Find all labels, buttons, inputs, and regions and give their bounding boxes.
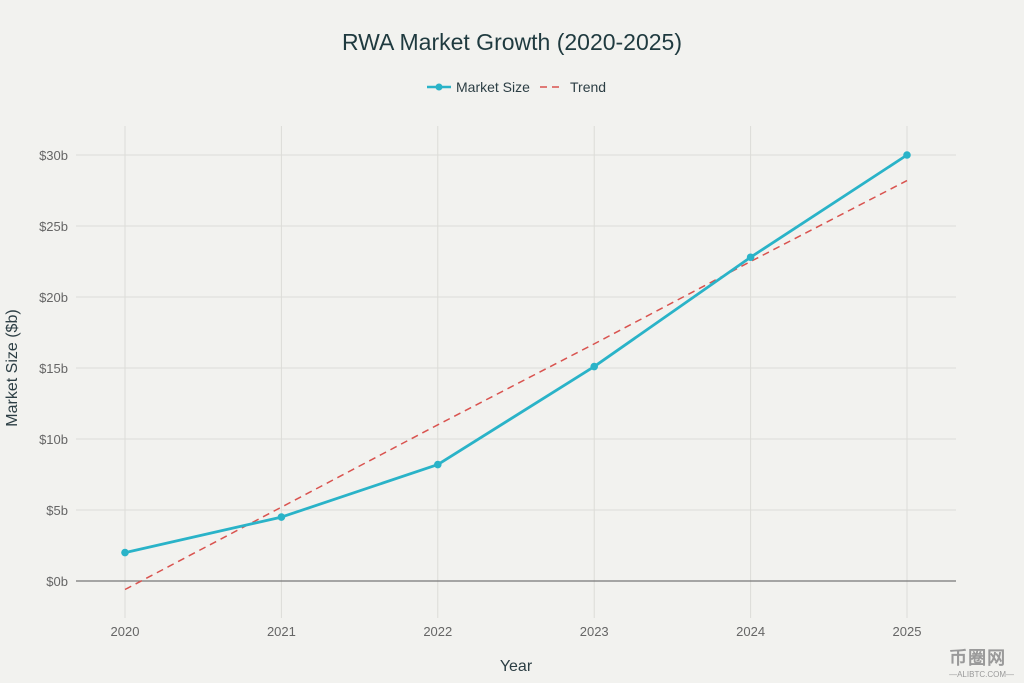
legend-market-size-marker [435, 83, 443, 91]
market-size-point [434, 460, 442, 469]
legend: Market Size Trend [427, 79, 606, 95]
x-axis-label: Year [500, 658, 533, 675]
y-tick-label: $15b [39, 361, 68, 376]
watermark-url: —ALIBTC.COM— [949, 670, 1014, 679]
x-tick-label: 2025 [893, 624, 922, 639]
trend-line [124, 179, 908, 591]
market-size-point [903, 151, 911, 159]
x-tick-label: 2023 [580, 624, 609, 639]
y-axis-label: Market Size ($b) [4, 309, 21, 426]
y-tick-label: $0b [46, 574, 68, 589]
y-tick-label: $30b [39, 148, 68, 163]
market-size-point [746, 253, 755, 262]
legend-market-size-label: Market Size [456, 79, 530, 95]
market-size-point [121, 548, 129, 557]
market-size-point [277, 513, 286, 521]
y-tick-label: $10b [39, 432, 68, 447]
market-size-line [124, 153, 908, 554]
x-tick-label: 2020 [111, 624, 140, 639]
x-tick-label: 2021 [267, 624, 296, 639]
market-size-point [590, 362, 598, 371]
y-tick-label: $5b [46, 503, 68, 518]
y-tick-label: $25b [39, 219, 68, 234]
x-tick-label: 2024 [736, 624, 765, 639]
watermark-logo-text: 币圈网 [949, 648, 1007, 668]
legend-trend-label: Trend [570, 79, 606, 95]
chart-title: RWA Market Growth (2020-2025) [342, 29, 682, 55]
watermark: 币圈网 —ALIBTC.COM— [949, 644, 1014, 679]
y-tick-label: $20b [39, 290, 68, 305]
x-tick-label: 2022 [423, 624, 452, 639]
